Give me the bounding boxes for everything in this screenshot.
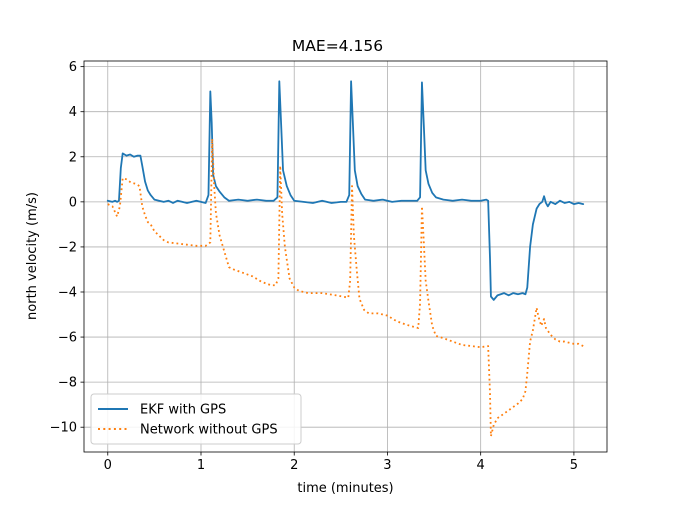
- legend: EKF with GPS Network without GPS: [90, 393, 302, 445]
- y-axis-label: north velocity (m/s): [25, 192, 40, 320]
- y-tick-label: 2: [69, 150, 77, 165]
- y-tick-label: 6: [69, 60, 77, 75]
- y-tick-label: 0: [69, 195, 77, 210]
- x-tick-label: 0: [104, 458, 112, 473]
- y-tick-label: −10: [50, 421, 77, 436]
- y-tick-label: −4: [58, 285, 77, 300]
- plot-lines: [106, 80, 585, 438]
- y-tick-label: −2: [58, 240, 77, 255]
- x-tick-label: 4: [477, 458, 485, 473]
- legend-label-network: Network without GPS: [140, 423, 278, 438]
- y-tick-label: −8: [58, 376, 77, 391]
- legend-label-ekf: EKF with GPS: [140, 403, 226, 418]
- x-tick-label: 5: [570, 458, 578, 473]
- x-tick-label: 1: [197, 458, 205, 473]
- plot-frame: [83, 60, 608, 453]
- y-tick-label: 4: [69, 105, 77, 120]
- x-tick-label: 3: [383, 458, 391, 473]
- x-axis-label: time (minutes): [297, 481, 393, 496]
- series-line-ekf-with-gps: [106, 80, 585, 301]
- y-tick-label: −6: [58, 331, 77, 346]
- series-line-network-without-gps: [107, 137, 584, 438]
- x-tick-label: 2: [290, 458, 298, 473]
- chart-title: MAE=4.156: [292, 37, 383, 55]
- ticks: 0 1 2 3 4 5 6 4 2 0 −2 −4 −6 −8 −10: [50, 60, 578, 473]
- legend-box: [90, 393, 302, 445]
